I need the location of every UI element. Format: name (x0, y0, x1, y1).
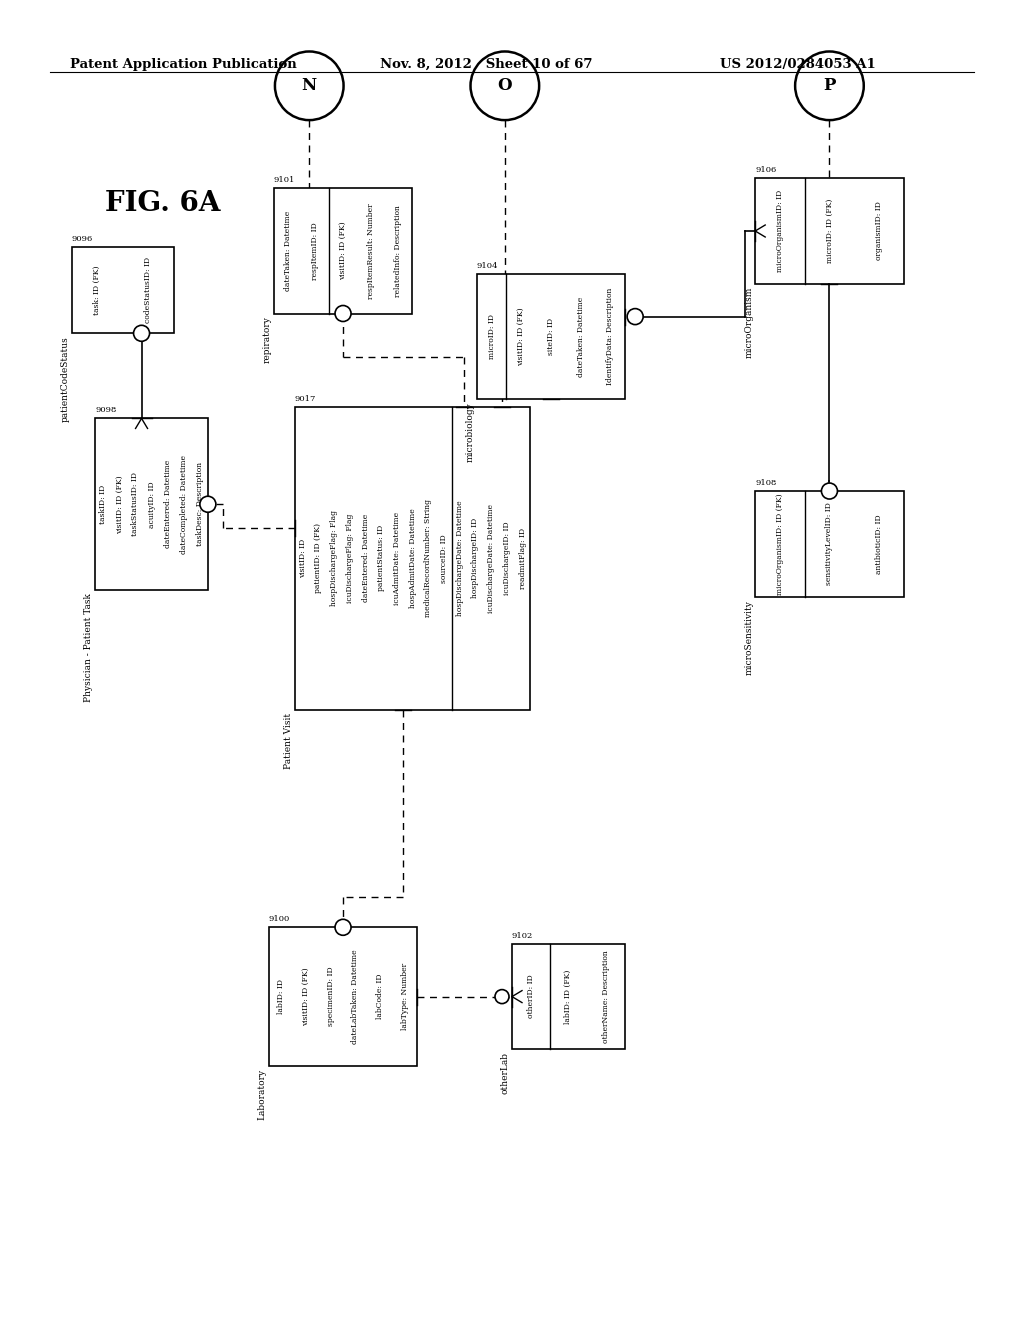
Text: 9106: 9106 (756, 166, 776, 174)
Text: microID: ID: microID: ID (487, 314, 496, 359)
Text: labCode: ID: labCode: ID (376, 974, 384, 1019)
Text: taskStatusID: ID: taskStatusID: ID (131, 473, 139, 536)
Text: 9098: 9098 (95, 407, 117, 414)
Text: labID: ID (FK): labID: ID (FK) (564, 969, 572, 1024)
Text: microbiology: microbiology (466, 403, 475, 462)
Text: Patent Application Publication: Patent Application Publication (70, 58, 297, 71)
Bar (72, 247, 174, 333)
Text: dateEntered: Datetime: dateEntered: Datetime (361, 515, 370, 602)
Text: icuAdmitDate: Datetime: icuAdmitDate: Datetime (393, 512, 401, 605)
Text: Patient Visit: Patient Visit (284, 713, 293, 770)
Text: visitID: ID (FK): visitID: ID (FK) (339, 222, 347, 280)
Text: dateCompleted: Datetime: dateCompleted: Datetime (180, 454, 187, 554)
Text: otherID: ID: otherID: ID (526, 974, 535, 1019)
Circle shape (821, 483, 838, 499)
Text: 9102: 9102 (512, 932, 534, 940)
Text: dateTaken: Datetime: dateTaken: Datetime (284, 211, 292, 290)
Text: microOrganism: microOrganism (744, 286, 754, 358)
Circle shape (335, 305, 351, 322)
Text: Nov. 8, 2012   Sheet 10 of 67: Nov. 8, 2012 Sheet 10 of 67 (380, 58, 593, 71)
Text: patientCodeStatus: patientCodeStatus (60, 337, 70, 422)
Bar (477, 275, 625, 400)
Text: patientStatus: ID: patientStatus: ID (377, 525, 385, 591)
Text: dateTaken: Datetime: dateTaken: Datetime (577, 297, 585, 376)
Text: taskDesc: Description: taskDesc: Description (196, 462, 204, 546)
Text: icuDischargeID: ID: icuDischargeID: ID (503, 521, 511, 595)
Text: repiratory: repiratory (263, 317, 272, 363)
Text: specimenID: ID: specimenID: ID (327, 966, 335, 1027)
Text: readmitFlag: ID: readmitFlag: ID (518, 528, 526, 589)
Text: sourceID: ID: sourceID: ID (440, 535, 449, 582)
Text: patientID: ID (FK): patientID: ID (FK) (314, 523, 323, 594)
Text: icuDischargeDate: Datetime: icuDischargeDate: Datetime (487, 504, 496, 612)
Text: 9101: 9101 (274, 176, 295, 183)
Text: FIG. 6A: FIG. 6A (105, 190, 220, 216)
Circle shape (495, 990, 509, 1003)
Text: Physician - Patient Task: Physician - Patient Task (84, 593, 93, 702)
Text: respItemResult: Number: respItemResult: Number (367, 203, 375, 298)
Text: task: ID (FK): task: ID (FK) (93, 265, 101, 315)
Text: otherName: Description: otherName: Description (602, 950, 610, 1043)
Text: 9108: 9108 (756, 479, 776, 487)
Text: dateEntered: Datetime: dateEntered: Datetime (164, 461, 172, 548)
Text: 9096: 9096 (72, 235, 93, 243)
Text: IdentifyData: Description: IdentifyData: Description (606, 288, 614, 385)
Text: P: P (823, 78, 836, 94)
Bar (756, 491, 904, 597)
Text: microSensitivity: microSensitivity (744, 599, 754, 675)
Text: hospDischargeDate: Datetime: hospDischargeDate: Datetime (456, 500, 464, 616)
Text: medicalRecordNumber: String: medicalRecordNumber: String (424, 499, 432, 618)
Text: 9100: 9100 (268, 915, 290, 923)
Text: Laboratory: Laboratory (258, 1069, 267, 1121)
Text: sensitivityLevelID: ID: sensitivityLevelID: ID (825, 503, 834, 585)
Text: hospDischargeID: ID: hospDischargeID: ID (471, 519, 479, 598)
Bar (268, 928, 418, 1067)
Circle shape (133, 325, 150, 342)
Text: codeStatusID: ID: codeStatusID: ID (144, 257, 153, 323)
Circle shape (200, 496, 216, 512)
Text: organismID: ID: organismID: ID (874, 202, 883, 260)
Text: taskID: ID: taskID: ID (99, 484, 108, 524)
Text: dateLabTaken: Datetime: dateLabTaken: Datetime (351, 949, 359, 1044)
Text: visitID: ID (FK): visitID: ID (FK) (517, 308, 525, 366)
Text: hospAdmitDate: Datetime: hospAdmitDate: Datetime (409, 508, 417, 609)
Text: labType: Number: labType: Number (401, 964, 409, 1030)
Bar (756, 178, 904, 284)
Text: US 2012/0284053 A1: US 2012/0284053 A1 (720, 58, 876, 71)
Bar (512, 944, 625, 1049)
Text: acuityID: ID: acuityID: ID (147, 480, 156, 528)
Text: visitID: ID (FK): visitID: ID (FK) (116, 475, 123, 533)
Text: visitID: ID (FK): visitID: ID (FK) (302, 968, 310, 1026)
Text: respItemID: ID: respItemID: ID (311, 222, 319, 280)
Text: 9104: 9104 (477, 261, 498, 269)
Text: relatedInfo: Description: relatedInfo: Description (394, 205, 402, 297)
Text: microID: ID (FK): microID: ID (FK) (825, 199, 834, 263)
Text: otherLab: otherLab (501, 1052, 510, 1094)
Text: visitID: ID: visitID: ID (299, 539, 307, 578)
Circle shape (627, 309, 643, 325)
Text: antibioticID: ID: antibioticID: ID (874, 513, 883, 574)
Bar (295, 407, 530, 710)
Circle shape (335, 919, 351, 936)
Text: hospDischargeFlag: Flag: hospDischargeFlag: Flag (330, 511, 338, 606)
Text: 9017: 9017 (295, 395, 316, 403)
Text: siteID: ID: siteID: ID (547, 318, 555, 355)
Bar (95, 418, 208, 590)
Text: O: O (498, 78, 512, 94)
Text: microOrganismID: ID: microOrganismID: ID (776, 190, 784, 272)
Text: icuDischargeFlag: Flag: icuDischargeFlag: Flag (346, 513, 354, 603)
Bar (274, 187, 412, 314)
Text: N: N (302, 78, 316, 94)
Text: microOrganismID: ID (FK): microOrganismID: ID (FK) (776, 494, 784, 594)
Text: labID: ID: labID: ID (278, 979, 285, 1014)
